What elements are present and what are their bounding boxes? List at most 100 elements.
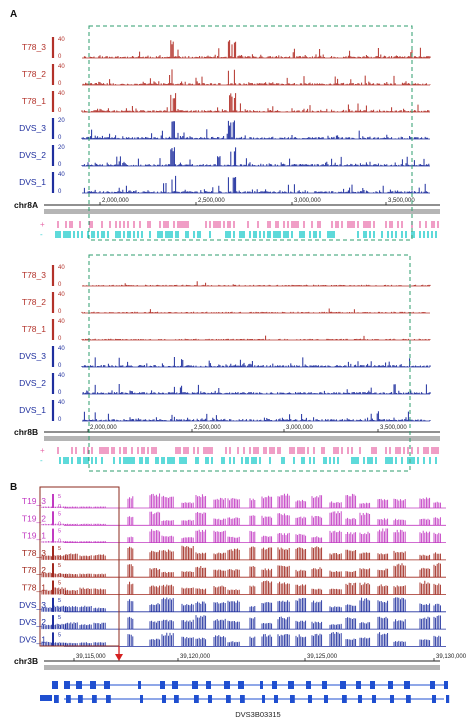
exon <box>160 681 165 689</box>
track-label: DVS_3 <box>19 351 46 361</box>
exon <box>370 681 375 689</box>
scale-bottom-label: 0 <box>58 108 62 114</box>
chr8a-axis: chr8A 2,000,000 2,500,000 3,000,000 3,500,00… <box>14 198 440 214</box>
signal-peaks <box>81 147 430 166</box>
chrom-label: chr8A <box>14 200 38 210</box>
track-label: T78_3 <box>22 548 46 558</box>
scale-bottom-label: 0 <box>58 521 61 527</box>
coverage <box>41 615 441 630</box>
tick-label: 39,115,000 <box>76 654 106 660</box>
scale-top-label: 5 <box>58 598 61 604</box>
genome-bar <box>44 436 440 441</box>
scale-bottom-label: 0 <box>58 309 62 315</box>
exon <box>306 681 311 689</box>
scale-bottom-label: 0 <box>58 417 62 423</box>
exon <box>404 681 410 689</box>
rna-track-t19-2: T19_2 5 0 <box>22 511 446 527</box>
rna-track-t78-2: T78_2 5 0 <box>22 562 446 579</box>
track-label: T19_3 <box>22 496 46 506</box>
strand-minus-label: - <box>40 456 43 465</box>
tick-label: 2,000,000 <box>102 198 129 204</box>
genome-bar <box>44 209 440 214</box>
scale-top-label: 40 <box>58 319 65 325</box>
signal-peaks <box>82 281 431 286</box>
track-label: T78_1 <box>22 583 46 593</box>
exon <box>90 681 96 689</box>
chr8a-annotation: +- <box>40 220 439 239</box>
track-t78-2: T78_2 40 0 <box>22 292 430 315</box>
scale-top-label: 40 <box>58 37 65 43</box>
exon <box>430 681 435 689</box>
track-t78-3: T78_3 40 0 <box>22 265 431 288</box>
scale-top-label: 40 <box>58 400 65 406</box>
chrom-label: chr8B <box>14 427 38 437</box>
scale-bottom-label: 0 <box>58 189 62 195</box>
scale-top-label: 40 <box>58 172 65 178</box>
exon <box>140 695 143 703</box>
signal-peaks <box>81 120 429 139</box>
tick-label: 2,500,000 <box>198 198 225 204</box>
exon <box>274 695 278 703</box>
track-label: T19_1 <box>22 531 46 541</box>
gene-name: DVS3B03315 <box>235 710 280 719</box>
exon <box>288 681 294 689</box>
exon <box>260 681 263 689</box>
track-label: T78_2 <box>22 565 46 575</box>
exon <box>208 695 212 703</box>
track-label: DVS_2 <box>19 617 46 627</box>
exon <box>358 695 362 703</box>
tick-label: 2,500,000 <box>194 425 221 431</box>
plus-strand-genes <box>57 447 439 454</box>
tick-label: 3,000,000 <box>294 198 321 204</box>
chrom-label: chr3B <box>14 656 38 666</box>
scale-top-label: 5 <box>58 632 61 638</box>
exon <box>340 681 346 689</box>
signal-peaks <box>81 308 426 313</box>
scale-top-label: 40 <box>58 373 65 379</box>
exon <box>262 695 265 703</box>
scale-top-label: 40 <box>58 346 65 352</box>
track-label: T78_3 <box>22 42 46 52</box>
scale-bottom-label: 0 <box>58 625 61 631</box>
exon <box>162 695 166 703</box>
signal-peaks <box>82 69 431 85</box>
scale-top-label: 5 <box>58 511 61 517</box>
exon <box>388 681 393 689</box>
track-label: DVS_1 <box>19 405 46 415</box>
signal-peaks <box>81 357 431 367</box>
scale-top-label: 5 <box>58 563 61 569</box>
scale-bottom-label: 0 <box>58 162 62 168</box>
chr8b-annotation: +- <box>40 446 439 465</box>
scale-top-label: 40 <box>58 64 65 70</box>
scale-bottom-label: 0 <box>58 54 62 60</box>
track-label: DVS_3 <box>19 600 46 610</box>
exon <box>272 681 277 689</box>
exon <box>76 681 82 689</box>
track-t78-2: T78_2 40 0 <box>22 64 431 87</box>
signal-peaks <box>82 411 431 421</box>
scale-bottom-label: 0 <box>58 556 61 562</box>
track-label: T19_2 <box>22 513 46 523</box>
exon <box>52 681 58 689</box>
rna-track-t19-3: T19_3 5 0 <box>22 493 446 510</box>
signal-peaks <box>81 335 431 340</box>
scale-bottom-label: 0 <box>58 573 61 579</box>
exon <box>290 695 295 703</box>
minus-strand-genes <box>55 231 437 238</box>
coverage <box>41 597 441 612</box>
track-dvs-1: DVS_1 40 0 <box>19 400 431 423</box>
tick-label: 39,130,000 <box>436 654 467 660</box>
exon <box>78 695 83 703</box>
rna-track-dvs-2: DVS_2 5 0 <box>19 615 446 631</box>
exon <box>106 695 111 703</box>
scale-bottom-label: 0 <box>58 336 62 342</box>
signal-peaks <box>83 40 431 58</box>
rna-track-t19-1: T19_1 5 0 <box>22 528 446 545</box>
tick-label: 3,000,000 <box>286 425 313 431</box>
arrow-head <box>115 654 123 661</box>
track-label: DVS_1 <box>19 634 46 644</box>
scale-top-label: 5 <box>58 581 61 587</box>
tick-label: 2,000,000 <box>90 425 117 431</box>
track-dvs-2: DVS_2 40 0 <box>19 373 431 396</box>
scale-bottom-label: 0 <box>58 135 62 141</box>
